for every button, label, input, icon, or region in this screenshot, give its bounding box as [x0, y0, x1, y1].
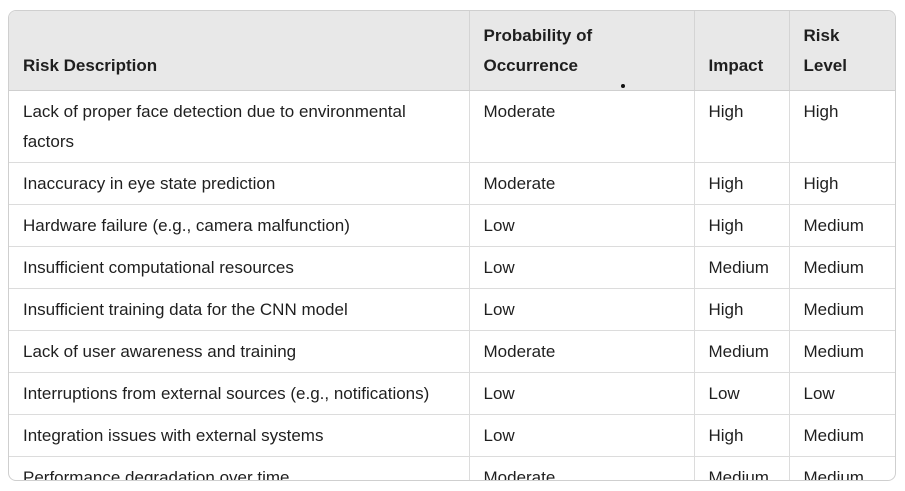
cell-risk-level: Medium — [789, 246, 895, 289]
table-row: Inaccuracy in eye state prediction Moder… — [9, 162, 895, 205]
cell-risk-description: Interruptions from external sources (e.g… — [9, 372, 470, 415]
cell-impact: High — [694, 204, 790, 247]
header-probability: Probability of Occurrence — [469, 11, 695, 91]
cell-impact: High — [694, 162, 790, 205]
header-risk-description: Risk Description — [9, 11, 470, 91]
cell-risk-level: Medium — [789, 330, 895, 373]
cell-risk-level: High — [789, 162, 895, 205]
table-row: Integration issues with external systems… — [9, 414, 895, 457]
cell-impact: Medium — [694, 330, 790, 373]
cell-impact: High — [694, 90, 790, 163]
cell-impact: Medium — [694, 456, 790, 480]
cell-risk-level: Medium — [789, 204, 895, 247]
cell-risk-description: Integration issues with external systems — [9, 414, 470, 457]
cell-probability: Moderate — [469, 456, 695, 480]
cell-risk-description: Inaccuracy in eye state prediction — [9, 162, 470, 205]
header-risk-level: Risk Level — [789, 11, 895, 91]
cell-probability: Low — [469, 372, 695, 415]
table-row: Interruptions from external sources (e.g… — [9, 372, 895, 415]
cell-risk-level: Medium — [789, 288, 895, 331]
cell-probability: Low — [469, 288, 695, 331]
cursor-dot — [621, 84, 625, 88]
table-row: Insufficient computational resources Low… — [9, 246, 895, 289]
header-row: Risk Description Probability of Occurren… — [9, 11, 895, 91]
cell-risk-description: Lack of proper face detection due to env… — [9, 90, 470, 163]
table-row: Insufficient training data for the CNN m… — [9, 288, 895, 331]
risk-table: Risk Description Probability of Occurren… — [9, 11, 895, 481]
cell-impact: High — [694, 414, 790, 457]
cell-risk-level: High — [789, 90, 895, 163]
header-impact: Impact — [694, 11, 790, 91]
table-row: Lack of user awareness and training Mode… — [9, 330, 895, 373]
cell-risk-description: Insufficient training data for the CNN m… — [9, 288, 470, 331]
cell-risk-description: Hardware failure (e.g., camera malfuncti… — [9, 204, 470, 247]
cell-impact: Low — [694, 372, 790, 415]
cell-risk-level: Medium — [803, 468, 864, 481]
cell-probability: Low — [469, 204, 695, 247]
cell-probability: Low — [469, 246, 695, 289]
table-row: Hardware failure (e.g., camera malfuncti… — [9, 204, 895, 247]
cell-risk-level: Low — [789, 372, 895, 415]
table-body: Lack of proper face detection due to env… — [9, 90, 895, 481]
risk-table-container: Risk Description Probability of Occurren… — [8, 10, 896, 481]
table-row: Lack of proper face detection due to env… — [9, 90, 895, 163]
cell-impact: Medium — [694, 246, 790, 289]
cell-risk-description: Lack of user awareness and training — [9, 330, 470, 373]
cell-risk-description: Performance degradation over time — [9, 456, 470, 480]
cell-probability: Low — [469, 414, 695, 457]
cell-probability: Moderate — [469, 162, 695, 205]
cell-risk-description: Insufficient computational resources — [9, 246, 470, 289]
table-header: Risk Description Probability of Occurren… — [9, 11, 895, 91]
cell-probability: Moderate — [469, 90, 695, 163]
cell-probability: Moderate — [469, 330, 695, 373]
cell-risk-level: Medium — [789, 414, 895, 457]
cell-impact: High — [694, 288, 790, 331]
table-row: Performance degradation over time Modera… — [9, 456, 895, 481]
